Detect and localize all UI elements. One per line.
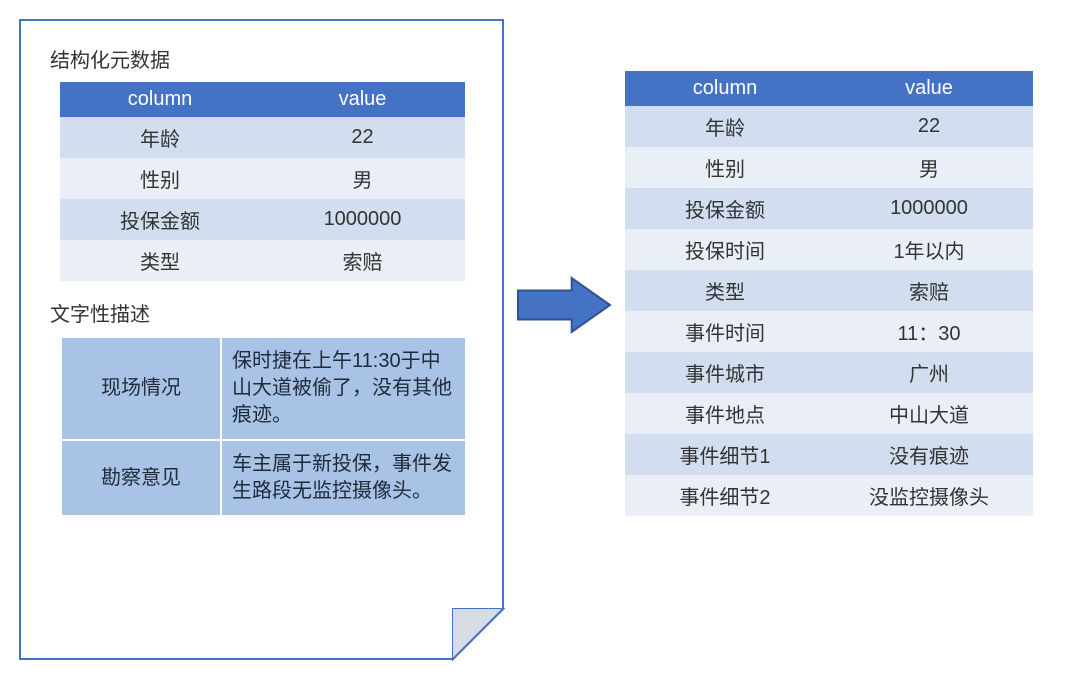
table-cell-value: 男 [260, 158, 465, 199]
table-cell-key: 事件城市 [625, 352, 825, 393]
table-cell-value: 1000000 [825, 188, 1033, 229]
text-description-table: 现场情况保时捷在上午11:30于中山大道被偷了，没有其他痕迹。勘察意见车主属于新… [60, 336, 467, 517]
table-cell-key: 类型 [625, 270, 825, 311]
table-row: 事件细节2没监控摄像头 [625, 475, 1033, 516]
table-row: 年龄22 [625, 106, 1033, 147]
table-header-cell: value [260, 82, 465, 117]
table-header-cell: column [60, 82, 260, 117]
desc-key-cell: 现场情况 [61, 337, 221, 440]
table-cell-value: 没监控摄像头 [825, 475, 1033, 516]
table-cell-value: 索赔 [825, 270, 1033, 311]
table-cell-value: 1年以内 [825, 229, 1033, 270]
table-row: 性别男 [60, 158, 465, 199]
table-row: 事件时间11：30 [625, 311, 1033, 352]
desc-value-cell: 车主属于新投保，事件发生路段无监控摄像头。 [221, 440, 466, 516]
desc-value-cell: 保时捷在上午11:30于中山大道被偷了，没有其他痕迹。 [221, 337, 466, 440]
table-cell-value: 没有痕迹 [825, 434, 1033, 475]
table-row: 勘察意见车主属于新投保，事件发生路段无监控摄像头。 [61, 440, 466, 516]
table-cell-key: 事件细节2 [625, 475, 825, 516]
table-cell-key: 事件细节1 [625, 434, 825, 475]
desc-key-cell: 勘察意见 [61, 440, 221, 516]
table-cell-key: 投保时间 [625, 229, 825, 270]
table-cell-key: 类型 [60, 240, 260, 281]
table-row: 现场情况保时捷在上午11:30于中山大道被偷了，没有其他痕迹。 [61, 337, 466, 440]
table-cell-key: 投保金额 [625, 188, 825, 229]
table-row: 性别男 [625, 147, 1033, 188]
table-row: 类型索赔 [625, 270, 1033, 311]
table-cell-value: 22 [260, 117, 465, 158]
table-row: 类型索赔 [60, 240, 465, 281]
table-cell-key: 投保金额 [60, 199, 260, 240]
page-curl-icon [452, 608, 508, 669]
table-row: 事件城市广州 [625, 352, 1033, 393]
table-cell-key: 性别 [60, 158, 260, 199]
table-header-row: columnvalue [60, 82, 465, 117]
table-cell-key: 事件地点 [625, 393, 825, 434]
table-cell-key: 年龄 [625, 106, 825, 147]
table-cell-value: 男 [825, 147, 1033, 188]
table-row: 事件细节1没有痕迹 [625, 434, 1033, 475]
arrow-icon [516, 276, 612, 339]
table-cell-value: 中山大道 [825, 393, 1033, 434]
table-header-cell: value [825, 71, 1033, 106]
table-row: 投保金额1000000 [60, 199, 465, 240]
canvas: 结构化元数据 columnvalue 年龄22性别男投保金额1000000类型索… [0, 0, 1080, 693]
table-cell-value: 11：30 [825, 311, 1033, 352]
output-table: columnvalue 年龄22性别男投保金额1000000投保时间1年以内类型… [625, 71, 1033, 516]
section-label-structured: 结构化元数据 [50, 44, 170, 73]
table-cell-value: 22 [825, 106, 1033, 147]
table-header-row: columnvalue [625, 71, 1033, 106]
table-row: 投保时间1年以内 [625, 229, 1033, 270]
table-cell-value: 1000000 [260, 199, 465, 240]
table-cell-key: 性别 [625, 147, 825, 188]
section-label-text-desc: 文字性描述 [50, 298, 150, 327]
table-cell-key: 事件时间 [625, 311, 825, 352]
table-cell-key: 年龄 [60, 117, 260, 158]
table-cell-value: 广州 [825, 352, 1033, 393]
table-row: 事件地点中山大道 [625, 393, 1033, 434]
table-row: 年龄22 [60, 117, 465, 158]
table-cell-value: 索赔 [260, 240, 465, 281]
table-row: 投保金额1000000 [625, 188, 1033, 229]
table-header-cell: column [625, 71, 825, 106]
structured-metadata-table: columnvalue 年龄22性别男投保金额1000000类型索赔 [60, 82, 465, 281]
